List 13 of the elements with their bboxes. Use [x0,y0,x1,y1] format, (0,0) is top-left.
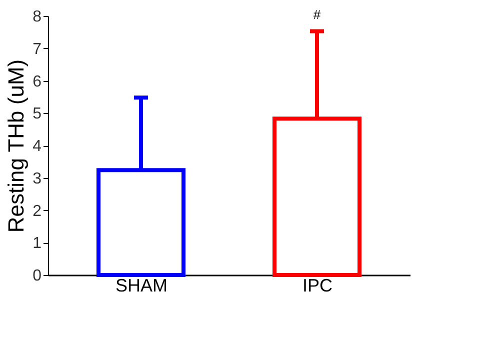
annotation: # [313,7,322,22]
y-tick-label: 6 [32,73,42,90]
x-tick-label: IPC [302,276,333,296]
y-tick-label: 0 [32,268,42,284]
x-tick-label: SHAM [115,276,168,296]
y-tick-label: 4 [32,138,42,155]
y-tick-label: 7 [32,40,42,58]
y-tick-label: 2 [32,202,42,220]
y-tick-label: 8 [32,8,42,26]
y-tick-label: 5 [32,106,42,123]
y-tick-label: 1 [32,235,42,252]
y-tick-label: 3 [32,170,42,188]
y-axis-title: Resting THb (uM) [4,59,29,233]
